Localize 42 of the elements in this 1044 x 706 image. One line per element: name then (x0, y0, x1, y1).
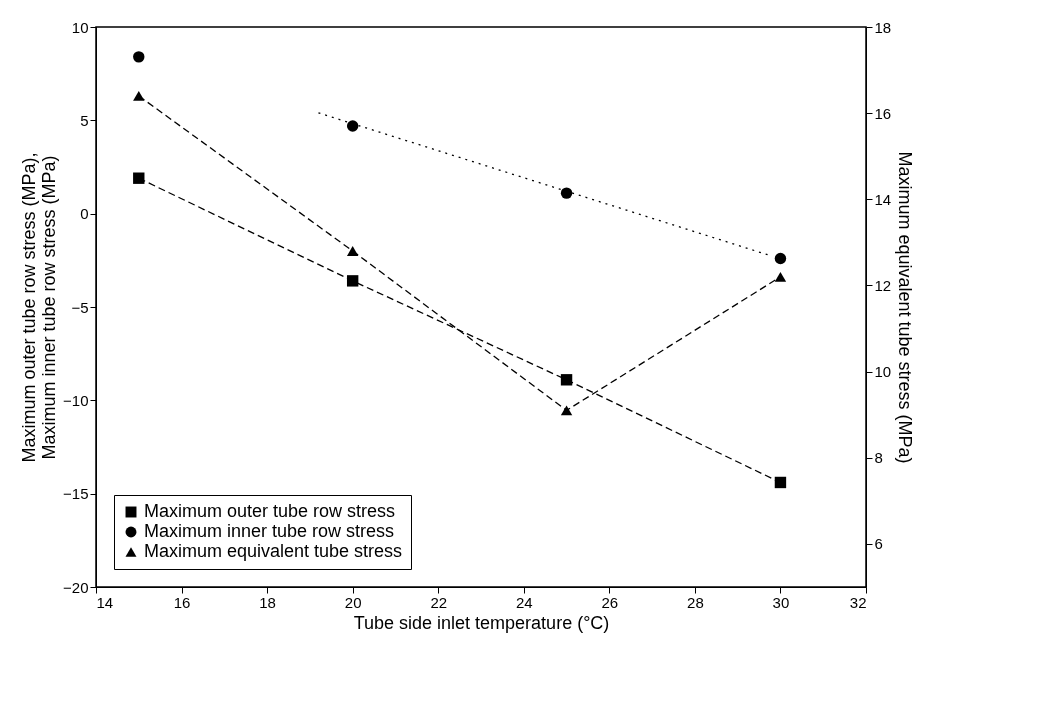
legend-label: Maximum equivalent tube stress (144, 541, 403, 561)
point (774, 271, 787, 282)
x-tick-label: 18 (259, 593, 276, 611)
x-tick-label: 32 (849, 593, 867, 611)
y-tick-label: −20 (63, 578, 89, 596)
y2-axis-title: Maximum equivalent tube stress (MPa) (895, 151, 916, 464)
y2-tick-label: 6 (874, 535, 883, 553)
x-tick-label: 26 (601, 593, 619, 611)
y2-tick-label: 18 (874, 18, 892, 36)
x-tick-label: 20 (344, 593, 362, 611)
y-tick-label: 0 (80, 205, 89, 223)
y2-tick-label: 12 (874, 276, 892, 294)
legend-label: Maximum outer tube row stress (144, 501, 396, 521)
y2-tick-label: 10 (874, 363, 892, 381)
x-axis-title: Tube side inlet temperature (°C) (353, 612, 610, 633)
point (346, 246, 359, 256)
y2-tick-label: 8 (874, 449, 883, 467)
y-tick-label: 5 (80, 111, 89, 129)
y2-tick-label: 14 (874, 190, 892, 208)
point (560, 405, 573, 416)
point (346, 275, 359, 287)
y2-tick-label: 16 (874, 104, 892, 122)
x-tick-label: 22 (430, 593, 448, 611)
legend-label: Maximum inner tube row stress (144, 521, 395, 541)
point (560, 374, 573, 386)
x-tick-label: 28 (687, 593, 704, 611)
y-axis-title: Maximum outer tube row stress (MPa), Maximum inner tube row stress (MPa) (19, 152, 60, 463)
point (133, 90, 145, 101)
y-tick-label: −5 (71, 298, 89, 316)
x-tick-label: 16 (173, 593, 191, 611)
y-tick-label: −10 (63, 391, 89, 409)
y-tick-label: −15 (63, 485, 89, 503)
point (774, 476, 787, 489)
point (346, 120, 359, 132)
point (560, 187, 573, 199)
y-tick-label: 10 (71, 18, 89, 36)
point (774, 252, 787, 265)
point (133, 51, 145, 63)
x-tick-label: 30 (772, 593, 790, 611)
x-tick-label: 24 (515, 593, 533, 611)
point (133, 172, 145, 184)
x-tick-label: 14 (96, 593, 114, 611)
